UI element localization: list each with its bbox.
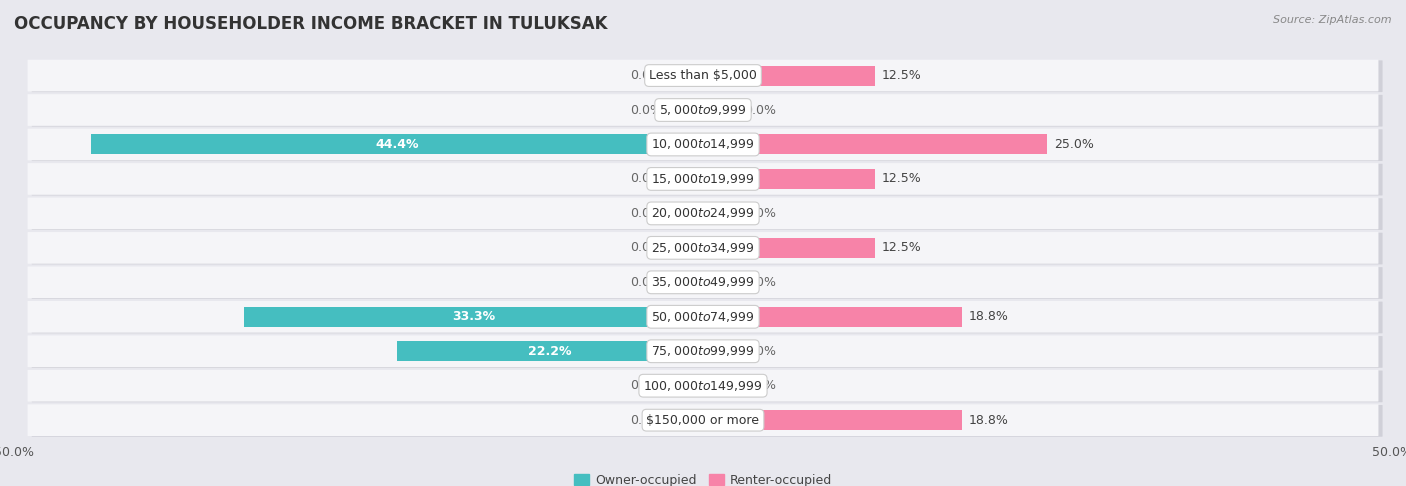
Text: 0.0%: 0.0% bbox=[630, 69, 662, 82]
Text: 0.0%: 0.0% bbox=[744, 276, 776, 289]
Text: 44.4%: 44.4% bbox=[375, 138, 419, 151]
Text: 12.5%: 12.5% bbox=[882, 69, 922, 82]
Bar bbox=[396, 341, 703, 361]
Text: 0.0%: 0.0% bbox=[630, 276, 662, 289]
Text: $35,000 to $49,999: $35,000 to $49,999 bbox=[651, 276, 755, 289]
Legend: Owner-occupied, Renter-occupied: Owner-occupied, Renter-occupied bbox=[568, 469, 838, 486]
FancyBboxPatch shape bbox=[32, 336, 1382, 368]
Text: Source: ZipAtlas.com: Source: ZipAtlas.com bbox=[1274, 15, 1392, 25]
FancyBboxPatch shape bbox=[28, 301, 1378, 332]
Text: $100,000 to $149,999: $100,000 to $149,999 bbox=[644, 379, 762, 393]
Bar bbox=[669, 100, 703, 120]
Text: 22.2%: 22.2% bbox=[529, 345, 572, 358]
FancyBboxPatch shape bbox=[28, 232, 1378, 264]
Bar bbox=[703, 135, 1047, 155]
FancyBboxPatch shape bbox=[32, 370, 1382, 402]
Text: $20,000 to $24,999: $20,000 to $24,999 bbox=[651, 207, 755, 220]
Text: 0.0%: 0.0% bbox=[630, 242, 662, 254]
Text: 33.3%: 33.3% bbox=[451, 310, 495, 323]
Bar bbox=[703, 169, 875, 189]
Bar bbox=[703, 204, 738, 224]
FancyBboxPatch shape bbox=[32, 233, 1382, 264]
Text: $10,000 to $14,999: $10,000 to $14,999 bbox=[651, 138, 755, 152]
FancyBboxPatch shape bbox=[32, 164, 1382, 195]
Text: 12.5%: 12.5% bbox=[882, 242, 922, 254]
Text: $25,000 to $34,999: $25,000 to $34,999 bbox=[651, 241, 755, 255]
Text: 25.0%: 25.0% bbox=[1054, 138, 1094, 151]
FancyBboxPatch shape bbox=[28, 129, 1378, 160]
Bar bbox=[669, 376, 703, 396]
FancyBboxPatch shape bbox=[28, 370, 1378, 401]
FancyBboxPatch shape bbox=[32, 267, 1382, 299]
Text: $75,000 to $99,999: $75,000 to $99,999 bbox=[651, 344, 755, 358]
Bar bbox=[669, 238, 703, 258]
FancyBboxPatch shape bbox=[28, 404, 1378, 436]
Bar bbox=[703, 238, 875, 258]
Bar bbox=[669, 66, 703, 86]
Text: 0.0%: 0.0% bbox=[744, 345, 776, 358]
Text: $5,000 to $9,999: $5,000 to $9,999 bbox=[659, 103, 747, 117]
Bar bbox=[703, 410, 962, 430]
FancyBboxPatch shape bbox=[32, 302, 1382, 333]
FancyBboxPatch shape bbox=[28, 94, 1378, 126]
FancyBboxPatch shape bbox=[32, 60, 1382, 92]
Bar bbox=[703, 272, 738, 292]
FancyBboxPatch shape bbox=[28, 163, 1378, 195]
Text: 0.0%: 0.0% bbox=[630, 173, 662, 186]
FancyBboxPatch shape bbox=[28, 60, 1378, 91]
Text: $50,000 to $74,999: $50,000 to $74,999 bbox=[651, 310, 755, 324]
Bar bbox=[703, 66, 875, 86]
Bar bbox=[669, 169, 703, 189]
Bar bbox=[91, 135, 703, 155]
FancyBboxPatch shape bbox=[32, 198, 1382, 230]
Bar bbox=[703, 307, 962, 327]
Text: 0.0%: 0.0% bbox=[630, 207, 662, 220]
Bar bbox=[245, 307, 703, 327]
Text: 12.5%: 12.5% bbox=[882, 173, 922, 186]
Text: $15,000 to $19,999: $15,000 to $19,999 bbox=[651, 172, 755, 186]
FancyBboxPatch shape bbox=[32, 129, 1382, 161]
FancyBboxPatch shape bbox=[32, 405, 1382, 437]
Bar bbox=[669, 410, 703, 430]
Bar bbox=[669, 204, 703, 224]
Text: $150,000 or more: $150,000 or more bbox=[647, 414, 759, 427]
Text: 0.0%: 0.0% bbox=[630, 414, 662, 427]
Bar bbox=[703, 376, 738, 396]
Text: 0.0%: 0.0% bbox=[744, 207, 776, 220]
Text: 0.0%: 0.0% bbox=[630, 104, 662, 117]
Bar bbox=[703, 100, 738, 120]
FancyBboxPatch shape bbox=[28, 335, 1378, 367]
FancyBboxPatch shape bbox=[28, 197, 1378, 229]
FancyBboxPatch shape bbox=[28, 266, 1378, 298]
Text: 0.0%: 0.0% bbox=[630, 379, 662, 392]
Text: Less than $5,000: Less than $5,000 bbox=[650, 69, 756, 82]
Bar bbox=[669, 272, 703, 292]
Text: 0.0%: 0.0% bbox=[744, 104, 776, 117]
Text: 0.0%: 0.0% bbox=[744, 379, 776, 392]
Text: OCCUPANCY BY HOUSEHOLDER INCOME BRACKET IN TULUKSAK: OCCUPANCY BY HOUSEHOLDER INCOME BRACKET … bbox=[14, 15, 607, 33]
Bar bbox=[703, 341, 738, 361]
Text: 18.8%: 18.8% bbox=[969, 414, 1010, 427]
FancyBboxPatch shape bbox=[32, 95, 1382, 126]
Text: 18.8%: 18.8% bbox=[969, 310, 1010, 323]
